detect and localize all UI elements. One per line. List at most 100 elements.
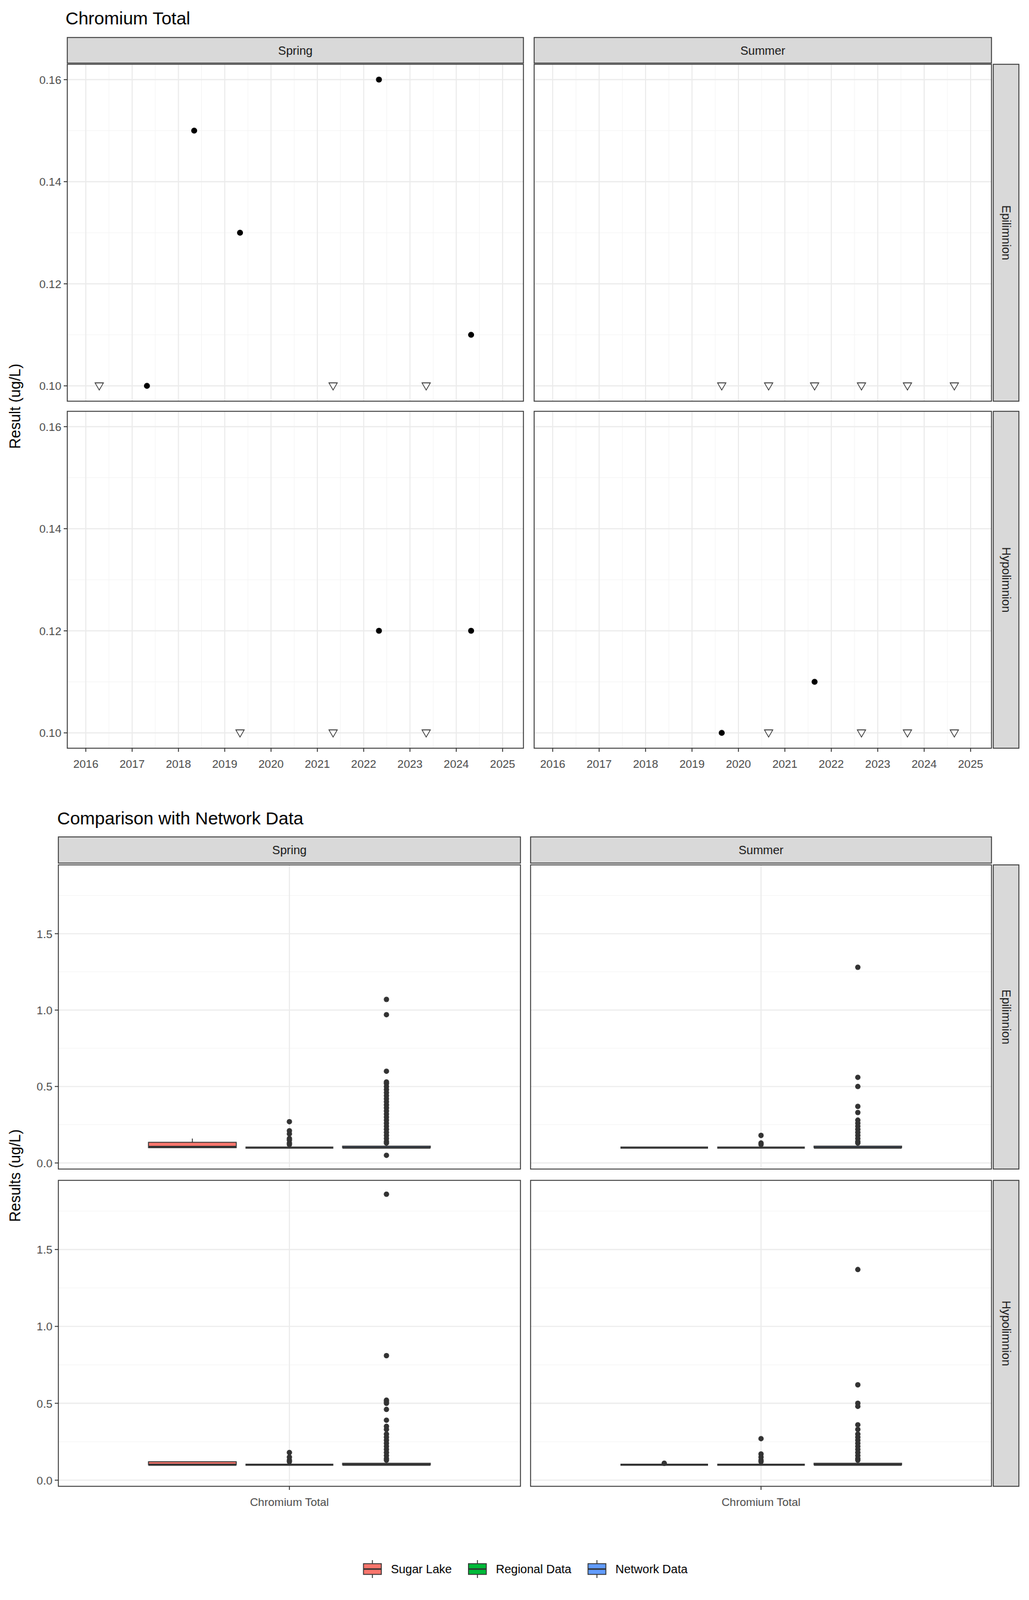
x-tick-label: 2016 — [73, 758, 99, 771]
y-tick-label: 0.0 — [36, 1157, 53, 1171]
minor-grid — [294, 411, 295, 749]
minor-grid — [900, 411, 901, 749]
y-tick-label: 0.14 — [39, 522, 62, 536]
x-tick-label: 2017 — [119, 758, 145, 771]
outlier — [855, 1084, 861, 1090]
point-circle — [237, 229, 243, 236]
y-axis-title: Result (ug/L) — [6, 363, 24, 449]
grid-line — [67, 385, 524, 387]
marks — [620, 965, 902, 1149]
minor-grid — [900, 64, 901, 402]
box — [245, 1464, 333, 1467]
minor-grid — [386, 411, 388, 749]
grid-line — [178, 64, 180, 402]
point-circle — [468, 628, 475, 635]
box — [814, 1463, 902, 1466]
minor-grid — [479, 411, 480, 749]
minor-grid — [201, 411, 202, 749]
outlier — [855, 1109, 861, 1116]
x-tick — [501, 748, 504, 753]
strip — [534, 37, 992, 64]
marks — [718, 679, 959, 738]
grid-line — [67, 79, 524, 81]
x-tick-label: 2018 — [633, 758, 659, 771]
x-tick — [830, 748, 832, 753]
y-tick-label: 0.10 — [39, 379, 62, 393]
x-tick — [288, 1486, 291, 1491]
x-tick-label: 2022 — [818, 758, 844, 771]
x-tick-label: 2024 — [911, 758, 938, 771]
minor-grid — [946, 64, 948, 402]
minor-grid — [853, 64, 855, 402]
x-tick — [455, 748, 457, 753]
y-tick-label: 1.5 — [36, 928, 53, 941]
grid-line — [178, 411, 180, 749]
point-circle — [191, 127, 198, 134]
outlier — [661, 1461, 667, 1467]
marks — [717, 382, 959, 391]
chart-scatter: Chromium TotalResult (ug/L)SpringSummerE… — [6, 8, 1019, 771]
minor-grid — [340, 64, 341, 402]
grid-line — [534, 181, 992, 183]
panel-background — [534, 411, 992, 749]
y-tick — [54, 1326, 59, 1328]
box — [716, 1147, 805, 1149]
x-tick-label: 2020 — [258, 758, 284, 771]
minor-grid — [108, 64, 109, 402]
strip-label: Spring — [272, 843, 307, 857]
median — [342, 1146, 430, 1150]
outlier — [287, 1131, 293, 1137]
panel — [67, 411, 524, 749]
marks — [148, 996, 430, 1159]
minor-grid — [340, 411, 341, 749]
grid-line — [288, 1180, 291, 1487]
grid-line — [67, 283, 524, 285]
strip — [993, 1180, 1019, 1487]
grid-line — [501, 64, 504, 402]
minor-grid — [108, 411, 109, 749]
y-tick — [63, 385, 68, 388]
outlier — [758, 1436, 765, 1442]
legend-key — [468, 1569, 487, 1571]
panel — [534, 411, 992, 749]
grid-line — [691, 64, 693, 402]
strip — [993, 64, 1019, 402]
marks — [620, 1267, 902, 1467]
y-tick — [63, 528, 68, 530]
grid-line — [67, 181, 524, 183]
x-tick — [691, 748, 693, 753]
box — [245, 1147, 333, 1149]
outlier — [383, 1417, 389, 1424]
grid-line — [534, 630, 992, 632]
outlier — [287, 1459, 293, 1465]
legend: Sugar LakeRegional DataNetwork Data — [363, 1560, 688, 1579]
minor-grid — [67, 232, 524, 234]
minor-grid — [946, 411, 948, 749]
x-tick-label: 2022 — [351, 758, 377, 771]
y-tick-label: 0.16 — [39, 421, 62, 434]
strip-label: Summer — [740, 44, 786, 58]
outlier — [287, 1119, 293, 1125]
x-tick — [970, 748, 972, 753]
minor-grid — [808, 64, 809, 402]
strip-label: Hypolimnion — [999, 547, 1013, 613]
legend-key — [587, 1564, 606, 1576]
y-tick-label: 1.0 — [36, 1004, 53, 1018]
minor-grid — [715, 411, 716, 749]
panel — [530, 865, 992, 1170]
point-triangle — [950, 730, 959, 738]
x-tick — [784, 748, 786, 753]
grid-line — [455, 411, 457, 749]
grid-line — [501, 411, 504, 749]
x-tick — [877, 748, 879, 753]
panel — [530, 1180, 992, 1487]
minor-grid — [67, 334, 524, 336]
strip-label: Spring — [278, 44, 313, 58]
strip — [58, 837, 521, 864]
grid-line — [644, 411, 647, 749]
grid-line — [923, 64, 925, 402]
grid-line — [877, 411, 879, 749]
grid-line — [316, 64, 318, 402]
panel — [67, 64, 524, 402]
x-tick-label: 2020 — [725, 758, 751, 771]
